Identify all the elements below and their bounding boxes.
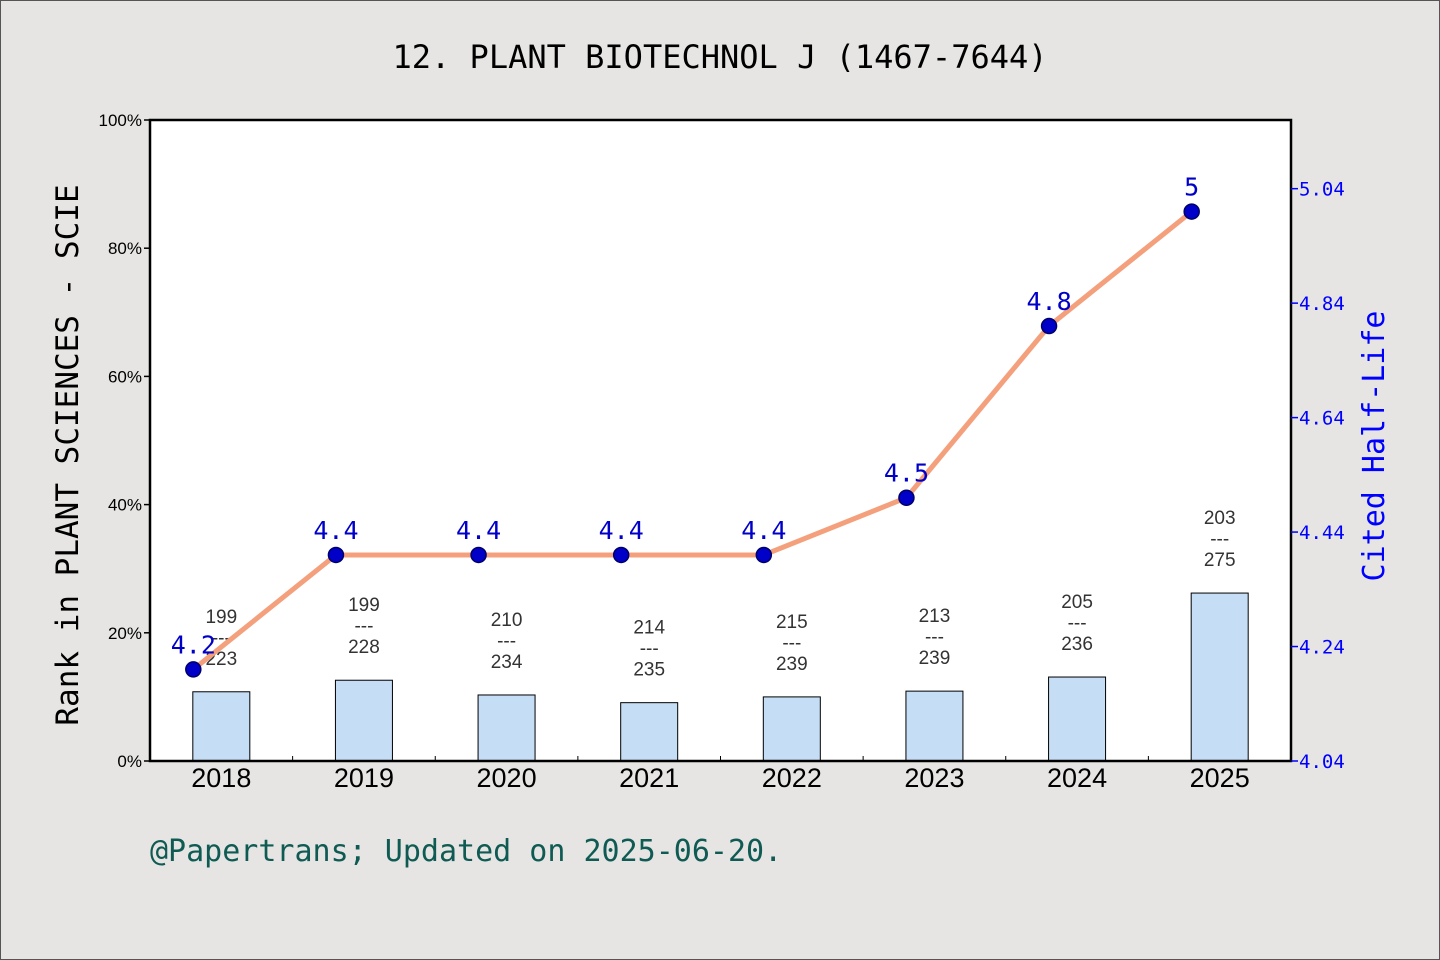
- half-life-label-2019: 4.4: [313, 516, 358, 545]
- half-life-label-2020: 4.4: [456, 516, 501, 545]
- left-tick-label: 60%: [108, 367, 142, 386]
- rank-value: 214: [633, 618, 665, 639]
- half-life-label-2018: 4.2: [171, 630, 216, 659]
- rank-total: 239: [776, 654, 808, 675]
- rank-total: 234: [491, 652, 523, 673]
- rank-value: 199: [205, 607, 237, 628]
- half-life-line: [191, 209, 1194, 672]
- rank-separator: ---: [497, 631, 516, 652]
- rank-separator: ---: [1210, 529, 1229, 550]
- rank-separator: ---: [925, 627, 944, 648]
- bar-2020: [477, 694, 536, 762]
- line-layer: 4.2 4.4 4.4 4.4 4.4 4.5 4.8 5: [171, 173, 1200, 678]
- x-axis: 2018 2019 2020 2021 2022 2023 2024 2025: [149, 756, 1292, 793]
- rank-separator: ---: [782, 633, 801, 654]
- footer-note: @Papertrans; Updated on 2025-06-20.: [150, 834, 783, 869]
- right-tick-label: 4.44: [1299, 522, 1345, 544]
- x-tick-label: 2020: [477, 763, 537, 793]
- half-life-label-2022: 4.4: [741, 516, 786, 545]
- rank-total: 275: [1204, 550, 1236, 571]
- rank-total: 235: [633, 660, 665, 681]
- y2-axis-label: Cited Half-Life: [1357, 311, 1392, 582]
- rank-value: 213: [919, 606, 951, 627]
- left-tick-label: 80%: [108, 239, 142, 258]
- half-life-label-2021: 4.4: [599, 516, 644, 545]
- rank-labels-layer: 199---223199---228210---234214---235215-…: [205, 508, 1235, 681]
- right-axis: 4.04 4.24 4.44 4.64 4.84 5.04: [1291, 179, 1345, 773]
- half-life-label-2025: 5: [1184, 173, 1199, 202]
- half-life-label-2024: 4.8: [1026, 287, 1071, 316]
- right-tick-label: 5.04: [1299, 179, 1345, 201]
- rank-total: 228: [348, 637, 380, 658]
- bar-2024: [1048, 676, 1107, 762]
- x-tick-label: 2018: [191, 763, 251, 793]
- rank-separator: ---: [640, 639, 659, 660]
- x-tick-label: 2021: [619, 763, 679, 793]
- right-tick-label: 4.84: [1299, 293, 1345, 315]
- rank-total: 239: [919, 648, 951, 669]
- right-tick-label: 4.04: [1299, 751, 1345, 773]
- rank-label-2020: 210---234: [491, 610, 523, 673]
- half-life-point-2018: [185, 661, 202, 678]
- half-life-point-2019: [327, 546, 345, 564]
- bar-2023: [905, 690, 964, 762]
- bar-2025: [1190, 592, 1249, 762]
- x-tick-label: 2025: [1190, 763, 1250, 793]
- left-tick-label: 20%: [108, 624, 142, 643]
- rank-label-2019: 199---228: [348, 595, 380, 658]
- rank-label-2023: 213---239: [919, 606, 951, 669]
- rank-label-2025: 203---275: [1204, 508, 1236, 571]
- rank-separator: ---: [1068, 613, 1087, 634]
- rank-label-2022: 215---239: [776, 612, 808, 675]
- left-tick-label: 100%: [99, 111, 142, 130]
- x-tick-label: 2019: [334, 763, 394, 793]
- right-tick-label: 4.24: [1299, 637, 1345, 659]
- left-axis: 0% 20% 40% 60% 80% 100%: [99, 111, 150, 771]
- bar-2019: [334, 679, 393, 762]
- x-tick-label: 2024: [1047, 763, 1107, 793]
- bar-2022: [762, 696, 821, 762]
- half-life-point-2023: [898, 489, 915, 506]
- x-tick-label: 2023: [904, 763, 964, 793]
- left-tick-label: 40%: [108, 496, 142, 515]
- rank-value: 215: [776, 612, 808, 633]
- y-axis-label: Rank in PLANT SCIENCES - SCIE: [50, 184, 86, 725]
- rank-separator: ---: [354, 616, 373, 637]
- bar-2021: [620, 702, 679, 762]
- rank-value: 203: [1204, 508, 1236, 529]
- half-life-point-2022: [755, 546, 773, 564]
- right-tick-label: 4.64: [1299, 408, 1345, 430]
- half-life-point-2020: [470, 546, 487, 564]
- rank-value: 199: [348, 595, 380, 616]
- half-life-point-2024: [1040, 317, 1058, 335]
- rank-value: 205: [1061, 592, 1093, 613]
- chart-title: 12. PLANT BIOTECHNOL J (1467-7644): [392, 38, 1047, 76]
- left-tick-label: 0%: [117, 752, 142, 771]
- half-life-point-2025: [1183, 203, 1200, 220]
- bar-2018: [192, 691, 251, 762]
- rank-label-2021: 214---235: [633, 618, 665, 681]
- x-tick-label: 2022: [762, 763, 822, 793]
- rank-label-2024: 205---236: [1061, 592, 1093, 655]
- plot-area: [150, 120, 1291, 761]
- half-life-point-2021: [612, 546, 630, 564]
- rank-value: 210: [491, 610, 523, 631]
- half-life-label-2023: 4.5: [884, 459, 929, 488]
- rank-total: 236: [1061, 634, 1093, 655]
